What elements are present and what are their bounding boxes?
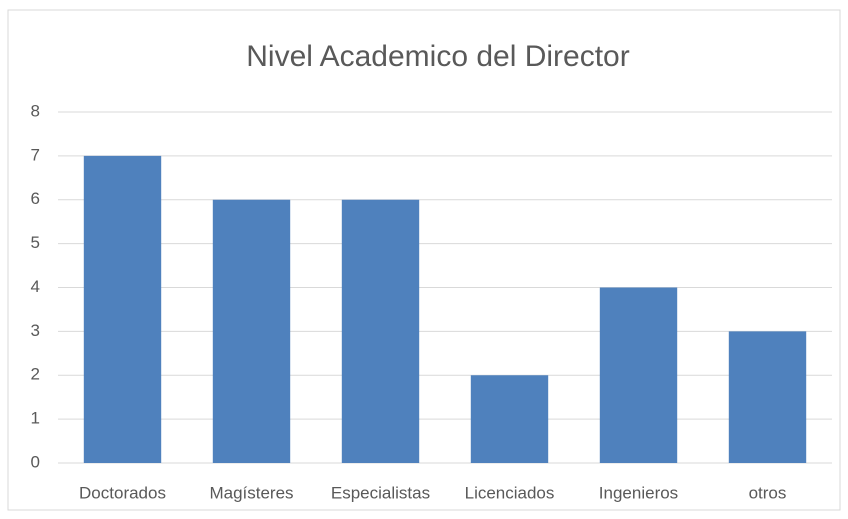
y-tick-label: 5 (31, 233, 40, 252)
bar (341, 199, 420, 463)
x-tick-label: otros (749, 483, 787, 502)
bar (728, 331, 807, 463)
y-tick-label: 7 (31, 145, 40, 164)
bar (83, 155, 162, 463)
x-tick-label: Especialistas (331, 483, 430, 502)
y-tick-label: 3 (31, 321, 40, 340)
bar (599, 287, 678, 463)
y-tick-label: 8 (31, 101, 40, 120)
x-tick-label: Licenciados (465, 483, 555, 502)
x-tick-label: Ingenieros (599, 483, 678, 502)
y-tick-label: 6 (31, 189, 40, 208)
chart-title: Nivel Academico del Director (246, 40, 629, 73)
y-tick-label: 1 (31, 409, 40, 428)
y-tick-label: 2 (31, 365, 40, 384)
bar (212, 199, 291, 463)
y-tick-label: 4 (31, 277, 40, 296)
bar (470, 375, 549, 463)
y-tick-label: 0 (31, 452, 40, 471)
x-tick-label: Doctorados (79, 483, 166, 502)
x-tick-label: Magísteres (209, 483, 293, 502)
